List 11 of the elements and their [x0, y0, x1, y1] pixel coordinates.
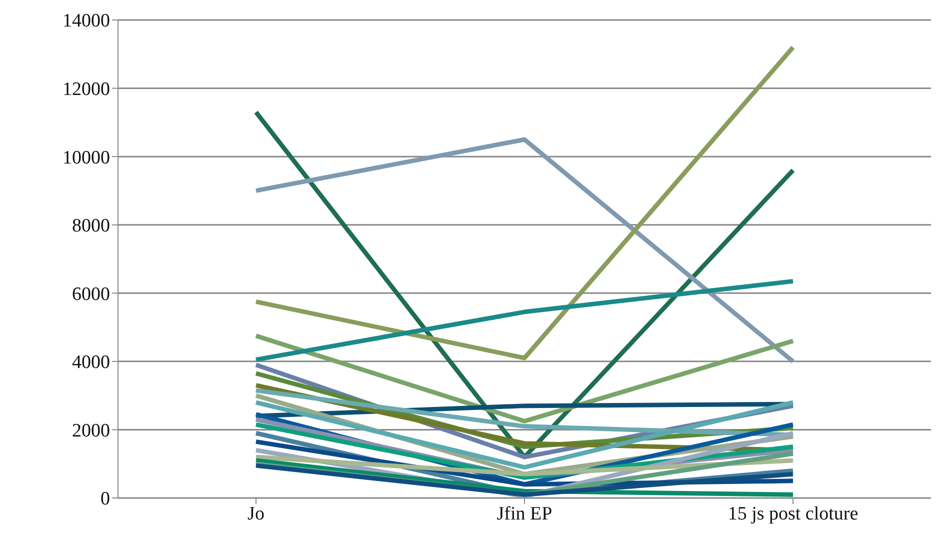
- y-tick-label: 4000: [72, 352, 110, 374]
- y-tick-label: 8000: [72, 216, 110, 237]
- x-tick-label: Jo: [248, 503, 264, 524]
- y-tick-label: 12000: [62, 79, 110, 100]
- y-tick-label: 6000: [72, 284, 110, 305]
- y-tick-label: 10000: [62, 147, 110, 168]
- x-tick-label: 15 js post cloture: [728, 503, 858, 524]
- y-tick-label: 2000: [72, 420, 110, 442]
- y-tick-label: 14000: [62, 10, 110, 32]
- y-tick-label: 0: [100, 488, 110, 510]
- x-tick-label: Jfin EP: [496, 503, 552, 524]
